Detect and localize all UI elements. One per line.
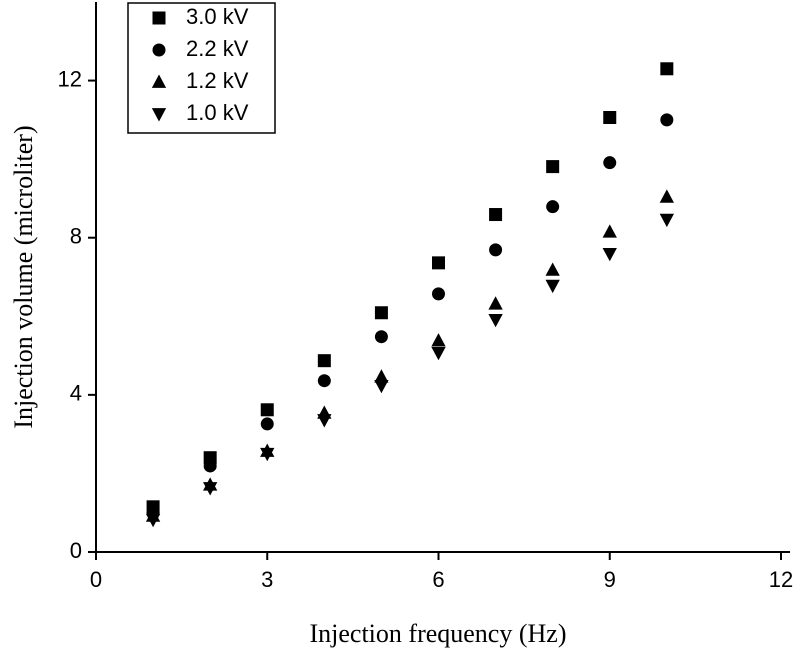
data-point	[659, 189, 674, 203]
legend-marker	[152, 11, 166, 25]
x-axis-title: Injection frequency (Hz)	[310, 619, 567, 648]
data-point	[203, 459, 217, 473]
legend-box	[127, 2, 276, 134]
data-point	[203, 482, 218, 496]
legend-label: 1.0 kV	[186, 100, 249, 125]
data-point	[431, 333, 446, 347]
data-point	[660, 113, 674, 127]
data-point	[602, 224, 617, 238]
x-tick-label: 6	[432, 567, 444, 592]
data-point	[488, 296, 503, 310]
data-point	[659, 213, 674, 228]
legend-marker	[152, 43, 166, 57]
legend-marker	[151, 108, 167, 122]
x-tick-label: 3	[261, 567, 273, 592]
data-point	[260, 417, 274, 431]
y-tick-label: 0	[70, 538, 82, 563]
x-tick-label: 12	[769, 567, 793, 592]
data-point	[260, 403, 274, 417]
data-point	[489, 243, 503, 257]
data-point	[545, 262, 560, 276]
data-point	[603, 156, 617, 170]
data-point	[431, 346, 446, 361]
data-point	[546, 200, 560, 214]
legend-marker	[151, 74, 167, 88]
data-point	[374, 369, 389, 383]
x-tick-label: 0	[90, 567, 102, 592]
data-point	[546, 160, 560, 174]
y-tick-label: 12	[58, 66, 82, 91]
y-tick-label: 8	[70, 224, 82, 249]
data-point	[603, 111, 617, 124]
x-tick-label: 9	[604, 567, 616, 592]
data-point	[432, 256, 445, 270]
data-point	[545, 279, 560, 294]
data-point	[317, 374, 331, 388]
data-point	[660, 62, 674, 76]
data-point	[374, 379, 389, 394]
data-point	[488, 313, 503, 328]
y-tick-label: 4	[70, 381, 82, 406]
data-point	[260, 447, 275, 462]
data-point	[602, 247, 617, 262]
legend-label: 2.2 kV	[186, 36, 249, 61]
data-point	[374, 306, 388, 320]
data-point	[145, 513, 161, 528]
data-point	[317, 354, 331, 368]
data-point	[432, 287, 445, 301]
legend-label: 1.2 kV	[186, 68, 249, 93]
data-point	[489, 208, 503, 222]
legend-label: 3.0 kV	[186, 4, 249, 29]
data-point	[374, 330, 388, 344]
y-axis-title: Injection volume (microliter)	[9, 125, 38, 428]
data-point	[317, 414, 332, 428]
